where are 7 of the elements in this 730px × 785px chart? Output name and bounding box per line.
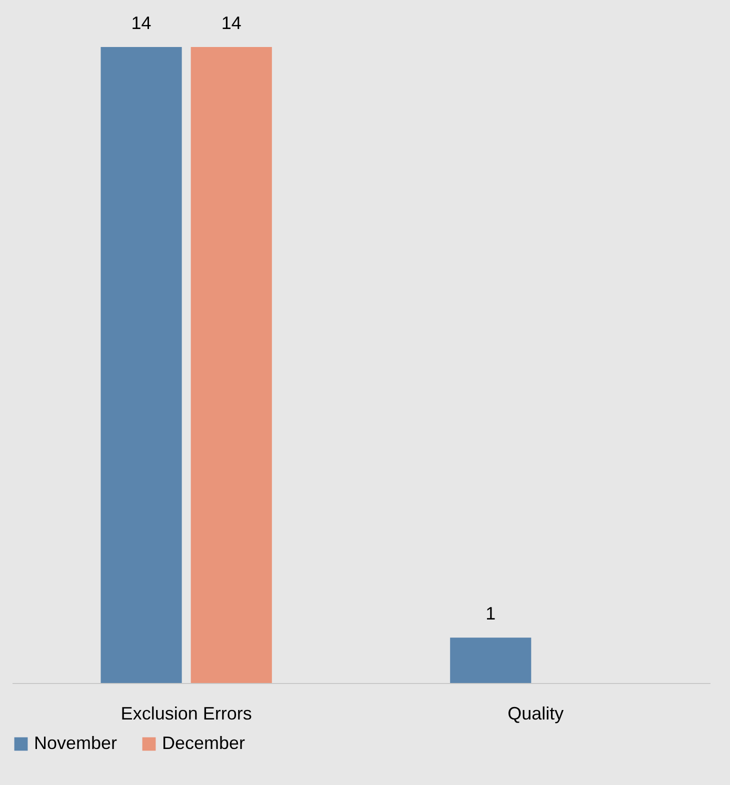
x-tick-label: Exclusion Errors [120,704,252,724]
data-label: 14 [221,13,242,33]
data-label: 14 [131,13,152,33]
legend-label: December [162,733,246,753]
x-tick-label: Quality [508,704,564,724]
data-label: 1 [486,604,496,624]
legend-label: November [34,733,118,753]
